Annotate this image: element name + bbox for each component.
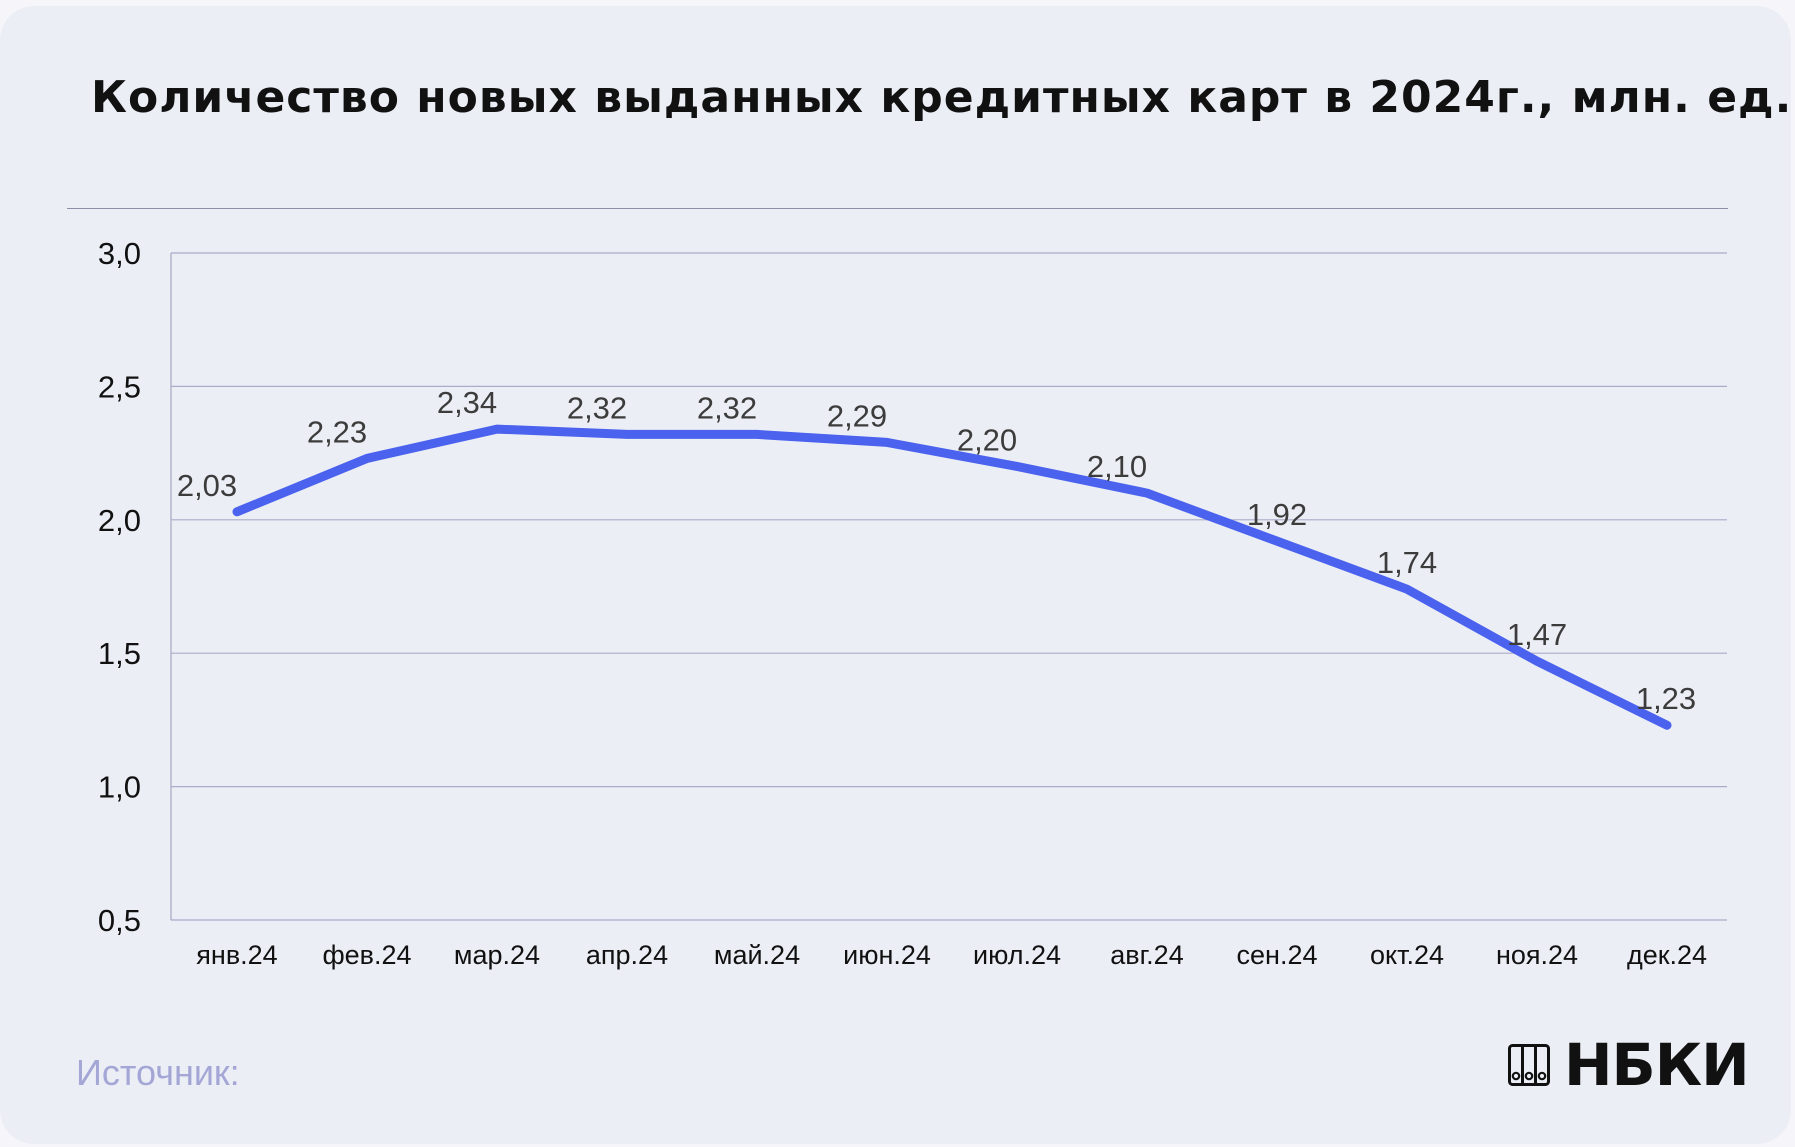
logo-mark-icon — [1508, 1044, 1550, 1086]
x-tick-label: фев.24 — [322, 940, 411, 970]
logo-text: НБКИ — [1564, 1031, 1750, 1099]
series-line — [232, 424, 1672, 730]
x-tick-label: мар.24 — [454, 940, 540, 970]
data-label: 2,23 — [307, 414, 367, 449]
x-tick-label: апр.24 — [586, 940, 668, 970]
y-tick-label: 1,5 — [98, 636, 141, 671]
y-tick-label: 0,5 — [98, 903, 141, 938]
data-label: 1,23 — [1636, 681, 1696, 716]
chart-card — [0, 6, 1791, 1144]
x-tick-label: май.24 — [714, 940, 800, 970]
data-label: 2,20 — [957, 422, 1017, 457]
data-label: 1,74 — [1377, 545, 1437, 580]
x-tick-label: июн.24 — [843, 940, 931, 970]
title-divider — [67, 208, 1728, 209]
data-label: 1,47 — [1507, 617, 1567, 652]
data-label: 1,92 — [1247, 497, 1307, 532]
data-label: 2,34 — [437, 385, 497, 420]
source-label: Источник: — [76, 1052, 240, 1093]
data-label: 2,29 — [827, 398, 887, 433]
x-tick-label: янв.24 — [196, 940, 277, 970]
y-tick-label: 1,0 — [98, 770, 141, 805]
y-tick-label: 2,5 — [98, 369, 141, 404]
x-tick-label: окт.24 — [1370, 940, 1444, 970]
gridlines — [170, 252, 1727, 921]
data-label: 2,32 — [697, 390, 757, 425]
data-label: 2,03 — [177, 468, 237, 503]
y-axis-ticks: 0,5 1,0 1,5 2,0 2,5 3,0 — [98, 236, 141, 938]
data-label: 2,32 — [567, 390, 627, 425]
x-tick-label: июл.24 — [973, 940, 1061, 970]
x-tick-label: авг.24 — [1110, 940, 1183, 970]
x-tick-label: ноя.24 — [1496, 940, 1578, 970]
data-labels: 2,03 2,23 2,34 2,32 2,32 2,29 2,20 2,10 1,92 1,74… — [177, 385, 1696, 716]
y-tick-label: 2,0 — [98, 503, 141, 538]
chart-title: Количество новых выданных кредитных карт… — [91, 72, 1793, 123]
y-tick-label: 3,0 — [98, 236, 141, 271]
x-axis-ticks: янв.24 фев.24 мар.24 апр.24 май.24 июн.24 июл.… — [196, 940, 1707, 970]
nbki-logo: НБКИ — [1508, 1031, 1750, 1099]
x-tick-label: дек.24 — [1627, 940, 1707, 970]
data-label: 2,10 — [1087, 449, 1147, 484]
x-tick-label: сен.24 — [1237, 940, 1318, 970]
